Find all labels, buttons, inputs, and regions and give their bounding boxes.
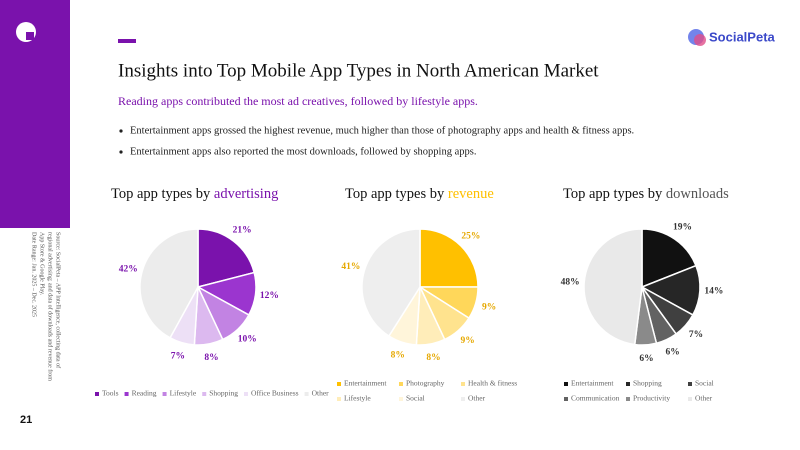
brand-logo: SocialPeta: [688, 29, 776, 46]
legend-label: Other: [468, 394, 486, 403]
value-label: 9%: [460, 336, 474, 346]
legend-swatch: [202, 392, 207, 396]
chart-title-prefix: Top app types by: [563, 186, 663, 202]
pie-slice: [640, 264, 701, 316]
legend-label: Shopping: [209, 389, 238, 398]
chart-title-prefix: Top app types by: [345, 186, 445, 202]
legend-label: Communication: [571, 394, 620, 403]
value-label: 10%: [238, 335, 257, 345]
legend-swatch: [626, 382, 630, 386]
value-label: 42%: [119, 264, 138, 274]
legend-swatch: [626, 397, 630, 401]
legend-label: Lifestyle: [170, 389, 197, 398]
legend-swatch: [688, 382, 692, 386]
chart-title-highlight: advertising: [214, 186, 278, 202]
pie-slice: [583, 228, 643, 346]
legend-swatch: [337, 382, 341, 386]
source-note: Source: SocialPeta – APP Intelligence, c…: [31, 232, 62, 381]
chart-title-highlight: revenue: [448, 186, 494, 202]
corner-logo: [16, 22, 36, 42]
legend-swatch: [124, 392, 129, 396]
chart-title: Top app types by revenue: [345, 186, 494, 202]
value-label: 7%: [689, 330, 703, 340]
slide-title: Insights into Top Mobile App Types in No…: [118, 60, 599, 81]
legend-swatch: [688, 397, 692, 401]
legend-label: Photography: [406, 379, 445, 388]
accent-dash: [118, 39, 136, 43]
legend-label: Productivity: [633, 394, 670, 403]
value-label: 41%: [341, 262, 360, 272]
source-line: regional advertising; and data of downlo…: [47, 232, 54, 381]
bullet-dot: [119, 129, 123, 133]
bullet-dot: [119, 150, 123, 154]
legend-swatch: [399, 382, 403, 386]
value-label: 25%: [461, 231, 480, 241]
legend-label: Lifestyle: [344, 394, 371, 403]
value-label: 21%: [233, 225, 252, 235]
pie-slice: [361, 228, 421, 338]
sidebar: [0, 0, 70, 228]
legend-swatch: [244, 392, 248, 396]
value-label: 48%: [561, 278, 580, 288]
value-label: 8%: [204, 353, 218, 363]
pie-slice: [419, 228, 479, 288]
pie-slice: [197, 228, 256, 288]
legend-label: Office Business: [251, 389, 299, 398]
value-label: 6%: [639, 354, 653, 364]
brand-name: SocialPeta: [709, 29, 776, 44]
value-label: 14%: [704, 287, 723, 297]
legend-label: Tools: [102, 389, 119, 398]
legend-label: Health & fitness: [468, 379, 517, 388]
pie-slice: [641, 228, 697, 289]
value-label: 19%: [673, 223, 692, 233]
chart-title: Top app types by advertising: [111, 186, 278, 202]
source-line: Date Range: Jan. 2025 – Dec. 2025: [31, 232, 37, 317]
legend-swatch: [304, 392, 309, 396]
source-line: App Store & Google Play.: [39, 232, 45, 296]
legend-swatch: [399, 397, 403, 401]
bullet-text: Entertainment apps also reported the mos…: [130, 146, 476, 157]
legend-label: Other: [312, 389, 330, 398]
legend-swatch: [564, 382, 568, 386]
bullet-text: Entertainment apps grossed the highest r…: [130, 125, 634, 136]
value-label: 8%: [426, 353, 440, 363]
legend-label: Reading: [132, 389, 157, 398]
legend-swatch: [162, 392, 167, 396]
legend-label: Entertainment: [571, 379, 614, 388]
legend-swatch: [95, 392, 99, 396]
legend-label: Other: [695, 394, 713, 403]
legend-swatch: [564, 397, 568, 401]
value-label: 6%: [666, 347, 680, 357]
pie-slice: [139, 228, 199, 339]
legend-swatch: [461, 397, 465, 401]
value-label: 8%: [391, 351, 405, 361]
legend-swatch: [337, 397, 341, 401]
chart-title: Top app types by downloads: [563, 186, 729, 202]
source-line: Source: SocialPeta – APP Intelligence, c…: [55, 232, 62, 368]
value-label: 7%: [171, 351, 185, 361]
value-label: 9%: [482, 302, 496, 312]
slide-subtitle: Reading apps contributed the most ad cre…: [118, 94, 478, 108]
legend-label: Social: [695, 379, 714, 388]
legend-swatch: [461, 382, 465, 386]
legend-label: Shopping: [633, 379, 662, 388]
value-label: 12%: [260, 291, 279, 301]
chart-title-highlight: downloads: [666, 186, 729, 202]
legend-label: Entertainment: [344, 379, 387, 388]
legend-label: Social: [406, 394, 425, 403]
chart-title-prefix: Top app types by: [111, 186, 211, 202]
page-number: 21: [20, 414, 32, 426]
